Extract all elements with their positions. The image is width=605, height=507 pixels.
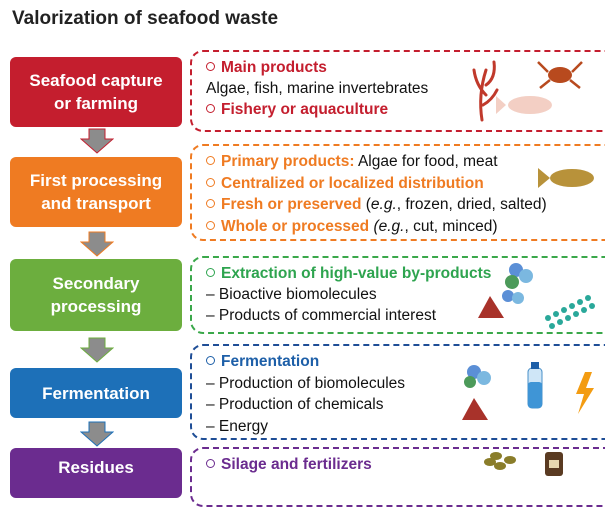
stage-panel: Main products Algae, fish, marine invert…	[190, 50, 605, 132]
stage-label: Secondary	[53, 272, 140, 295]
stage-label: First processing	[30, 169, 162, 192]
text: Fishery or aquaculture	[221, 101, 388, 118]
stage-label: Fermentation	[42, 382, 150, 405]
line: Main products	[206, 57, 605, 78]
line: – Products of commercial interest	[206, 305, 605, 326]
line: Fermentation	[206, 351, 605, 373]
text: Algae for food, meat	[355, 153, 498, 170]
line: Silage and fertilizers	[206, 454, 605, 475]
line: – Bioactive biomolecules	[206, 284, 605, 305]
stage-panel: Extraction of high-value by-products – B…	[190, 256, 605, 334]
text: e.g.	[371, 196, 397, 213]
diagram: Valorization of seafood waste Seafood ca…	[0, 0, 605, 480]
stage-panel: Silage and fertilizers	[190, 447, 605, 507]
text: Fermentation	[221, 353, 319, 370]
stage-panel: Primary products: Algae for food, meat C…	[190, 144, 605, 241]
text: Primary products:	[221, 153, 355, 170]
stage-box: Fermentation	[10, 368, 182, 418]
page: Valorization of seafood waste {"title": …	[0, 0, 605, 480]
line: Whole or processed (e.g., cut, minced)	[206, 216, 605, 238]
stage-box: Secondary processing	[10, 259, 182, 331]
arrow	[80, 128, 114, 154]
stage-box: First processing and transport	[10, 157, 182, 227]
stage-label: Seafood capture	[29, 69, 162, 92]
line: – Production of chemicals	[206, 394, 605, 416]
stage-label: or farming	[54, 92, 138, 115]
text: , cut, minced)	[404, 218, 497, 235]
line: Algae, fish, marine invertebrates	[206, 78, 605, 99]
line: Fishery or aquaculture	[206, 99, 605, 120]
title: Valorization of seafood waste	[12, 8, 278, 30]
stage-label: processing	[51, 295, 142, 318]
stage-box: Residues	[10, 448, 182, 498]
line: Fresh or preserved (e.g., frozen, dried,…	[206, 194, 605, 216]
stage-label: and transport	[41, 192, 151, 215]
text: Centralized or localized distribution	[221, 175, 484, 192]
stage-panel: Fermentation – Production of biomolecule…	[190, 344, 605, 440]
text: (	[361, 196, 370, 213]
arrow	[80, 231, 114, 257]
text: Fresh or preserved	[221, 196, 361, 213]
line: Centralized or localized distribution	[206, 173, 605, 195]
text: Main products	[221, 59, 327, 76]
text: Extraction of high-value by-products	[221, 265, 491, 282]
stage-box: Seafood capture or farming	[10, 57, 182, 127]
line: Primary products: Algae for food, meat	[206, 151, 605, 173]
line: – Production of biomolecules	[206, 373, 605, 395]
arrow	[80, 337, 114, 363]
text: , frozen, dried, salted)	[397, 196, 547, 213]
text: (e.g.	[369, 218, 404, 235]
arrow	[80, 421, 114, 447]
text: Whole or processed	[221, 218, 369, 235]
stage-label: Residues	[58, 456, 134, 479]
text: Silage and fertilizers	[221, 456, 372, 473]
line: – Energy	[206, 416, 605, 438]
line: Extraction of high-value by-products	[206, 263, 605, 284]
